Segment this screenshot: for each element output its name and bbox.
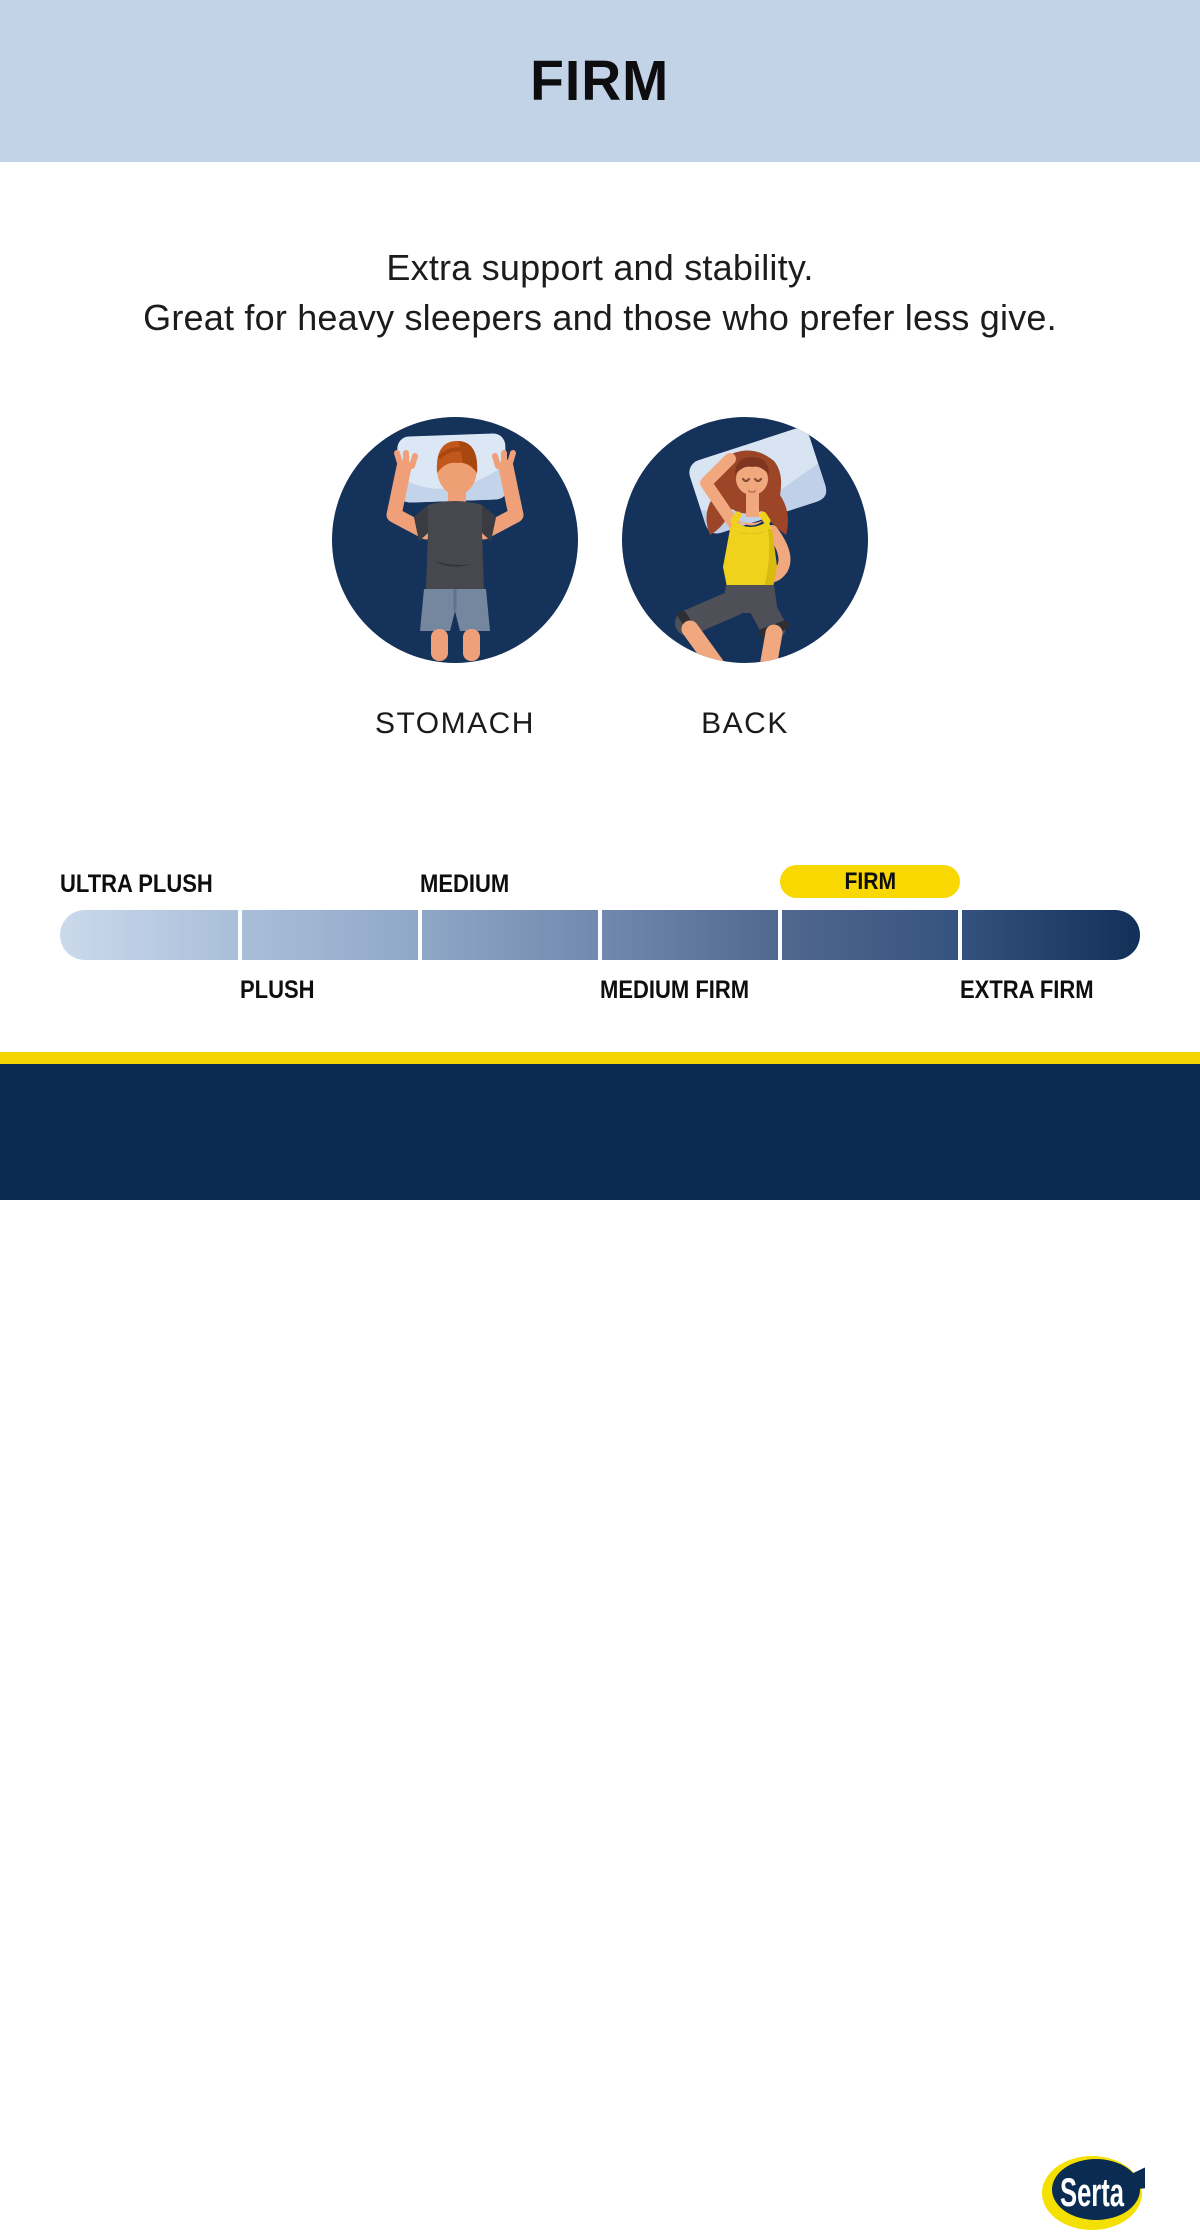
scale-label-extra-firm: EXTRA FIRM [960,976,1094,1004]
yellow-divider-stripe [0,1052,1200,1064]
scale-label-medium: MEDIUM [420,870,510,898]
back-label: BACK [701,707,789,740]
back-position-figure: BACK [622,417,868,741]
man-sleeping-on-stomach-illustration [332,417,578,663]
sleep-positions: STOMACH [0,417,1200,741]
bar-divider [958,910,962,960]
selected-firmness-pill: FIRM [780,865,960,898]
scale-label-plush: PLUSH [240,976,315,1004]
firmness-scale: ULTRA PLUSH MEDIUM FIRM PLUSH MEDIUM FIR… [60,864,1140,1014]
serta-logo: Serta ® [1042,2156,1145,2232]
header-banner: FIRM [0,0,1200,162]
scale-label-medium-firm: MEDIUM FIRM [600,976,750,1004]
scale-label-firm: FIRM [844,867,896,895]
page-title: FIRM [530,49,670,113]
description-line-2: Great for heavy sleepers and those who p… [143,297,1057,338]
bar-divider [598,910,602,960]
bar-divider [418,910,422,960]
stomach-position-figure: STOMACH [332,417,578,741]
serta-logo-wordmark: Serta [1060,2171,1124,2215]
description: Extra support and stability. Great for h… [0,243,1200,343]
footer: Serta ® [0,1064,1200,2232]
bar-divider [778,910,782,960]
stomach-label: STOMACH [375,707,535,740]
woman-sleeping-on-back-illustration [622,417,868,663]
registered-trademark-symbol: ® [1136,2221,1144,2232]
bar-divider [238,910,242,960]
description-line-1: Extra support and stability. [386,247,814,288]
scale-label-ultra-plush: ULTRA PLUSH [60,870,213,898]
